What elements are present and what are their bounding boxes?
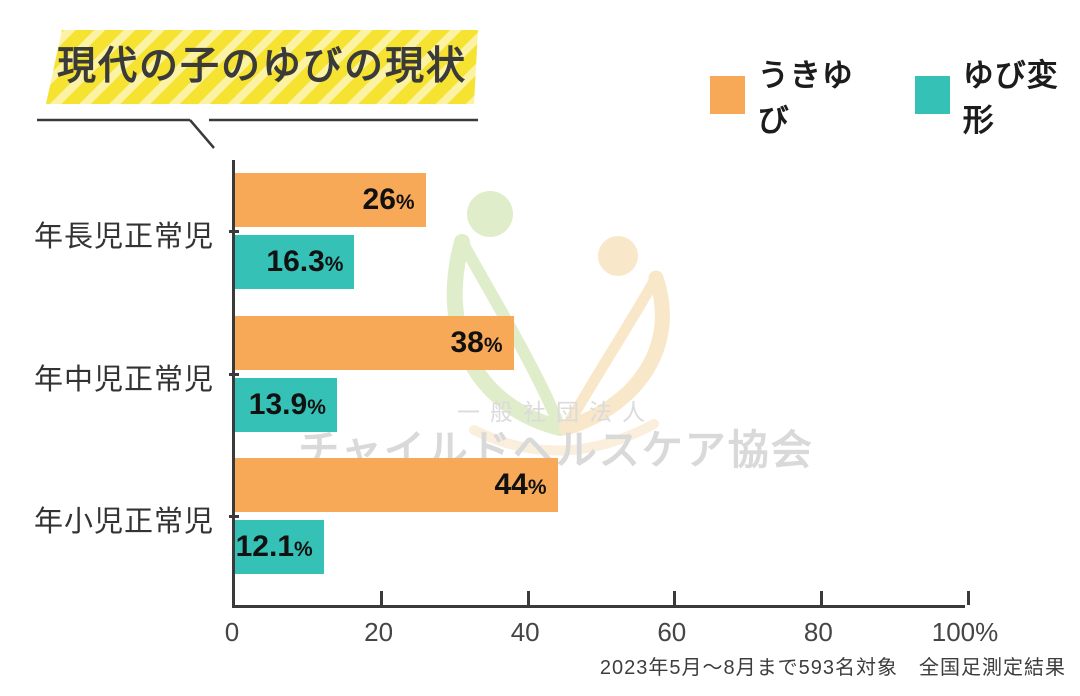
x-axis-label-100: 100% bbox=[931, 617, 999, 647]
y-axis-tick bbox=[229, 515, 239, 518]
legend-item-yubihenkei: ゆび変形 bbox=[915, 50, 1080, 140]
percent-sign: % bbox=[307, 395, 326, 419]
y-axis-tick bbox=[229, 230, 239, 233]
percent-sign: % bbox=[527, 476, 547, 499]
bar-value-label: 44% bbox=[494, 468, 547, 501]
legend-swatch-ukiyubi bbox=[710, 76, 745, 114]
percent-sign: % bbox=[483, 333, 503, 357]
x-axis-tick bbox=[526, 591, 530, 605]
y-axis-tick bbox=[229, 372, 239, 376]
x-axis-tick bbox=[966, 591, 970, 605]
x-axis-tick bbox=[673, 591, 677, 605]
x-axis-label-60: 60 bbox=[657, 617, 687, 647]
title-underline-decoration bbox=[37, 118, 478, 149]
bar-value-label: 38% bbox=[450, 325, 503, 359]
percent-sign: % bbox=[324, 253, 344, 276]
category-label-1: 年中児正常児 bbox=[33, 363, 214, 396]
x-axis-label-0: 0 bbox=[224, 617, 240, 647]
legend-label-yubihenkei: ゆび変形 bbox=[962, 58, 1059, 138]
page-title: 現代の子のゆびの現状 bbox=[46, 30, 478, 104]
legend-swatch-yubihenkei bbox=[915, 76, 950, 114]
bar-value-label: 16.3% bbox=[266, 245, 344, 278]
bar-ukiyubi-0: 26% bbox=[235, 173, 426, 227]
category-label-0: 年長児正常児 bbox=[33, 221, 214, 253]
category-label-2: 年小児正常児 bbox=[33, 506, 214, 538]
bar-value-label: 13.9% bbox=[248, 387, 326, 421]
x-axis-label-40: 40 bbox=[510, 617, 540, 647]
plot-area: 26% 16.3% 38% 13.9% 44% 12.1% bbox=[229, 160, 970, 608]
bar-yubihenkei-2: 12.1% bbox=[235, 520, 324, 574]
x-axis-tick bbox=[380, 591, 384, 605]
x-axis-label-80: 80 bbox=[803, 617, 833, 647]
bar-value-label: 12.1% bbox=[235, 530, 313, 563]
percent-sign: % bbox=[294, 538, 313, 561]
legend-item-ukiyubi: うきゆび bbox=[710, 50, 875, 140]
bar-yubihenkei-0: 16.3% bbox=[235, 235, 355, 289]
source-note: 2023年5月～8月まで593名対象 全国足測定結果 bbox=[599, 657, 1066, 679]
x-axis-label-20: 20 bbox=[364, 617, 394, 647]
bar-yubihenkei-1: 13.9% bbox=[235, 377, 337, 432]
bar-ukiyubi-1: 38% bbox=[235, 315, 514, 370]
bar-value-label: 26% bbox=[362, 183, 415, 216]
legend: うきゆび ゆび変形 bbox=[710, 50, 1080, 140]
x-axis-tick bbox=[819, 591, 823, 605]
percent-sign: % bbox=[395, 191, 415, 214]
legend-label-ukiyubi: うきゆび bbox=[757, 58, 854, 138]
bar-ukiyubi-2: 44% bbox=[235, 458, 558, 512]
